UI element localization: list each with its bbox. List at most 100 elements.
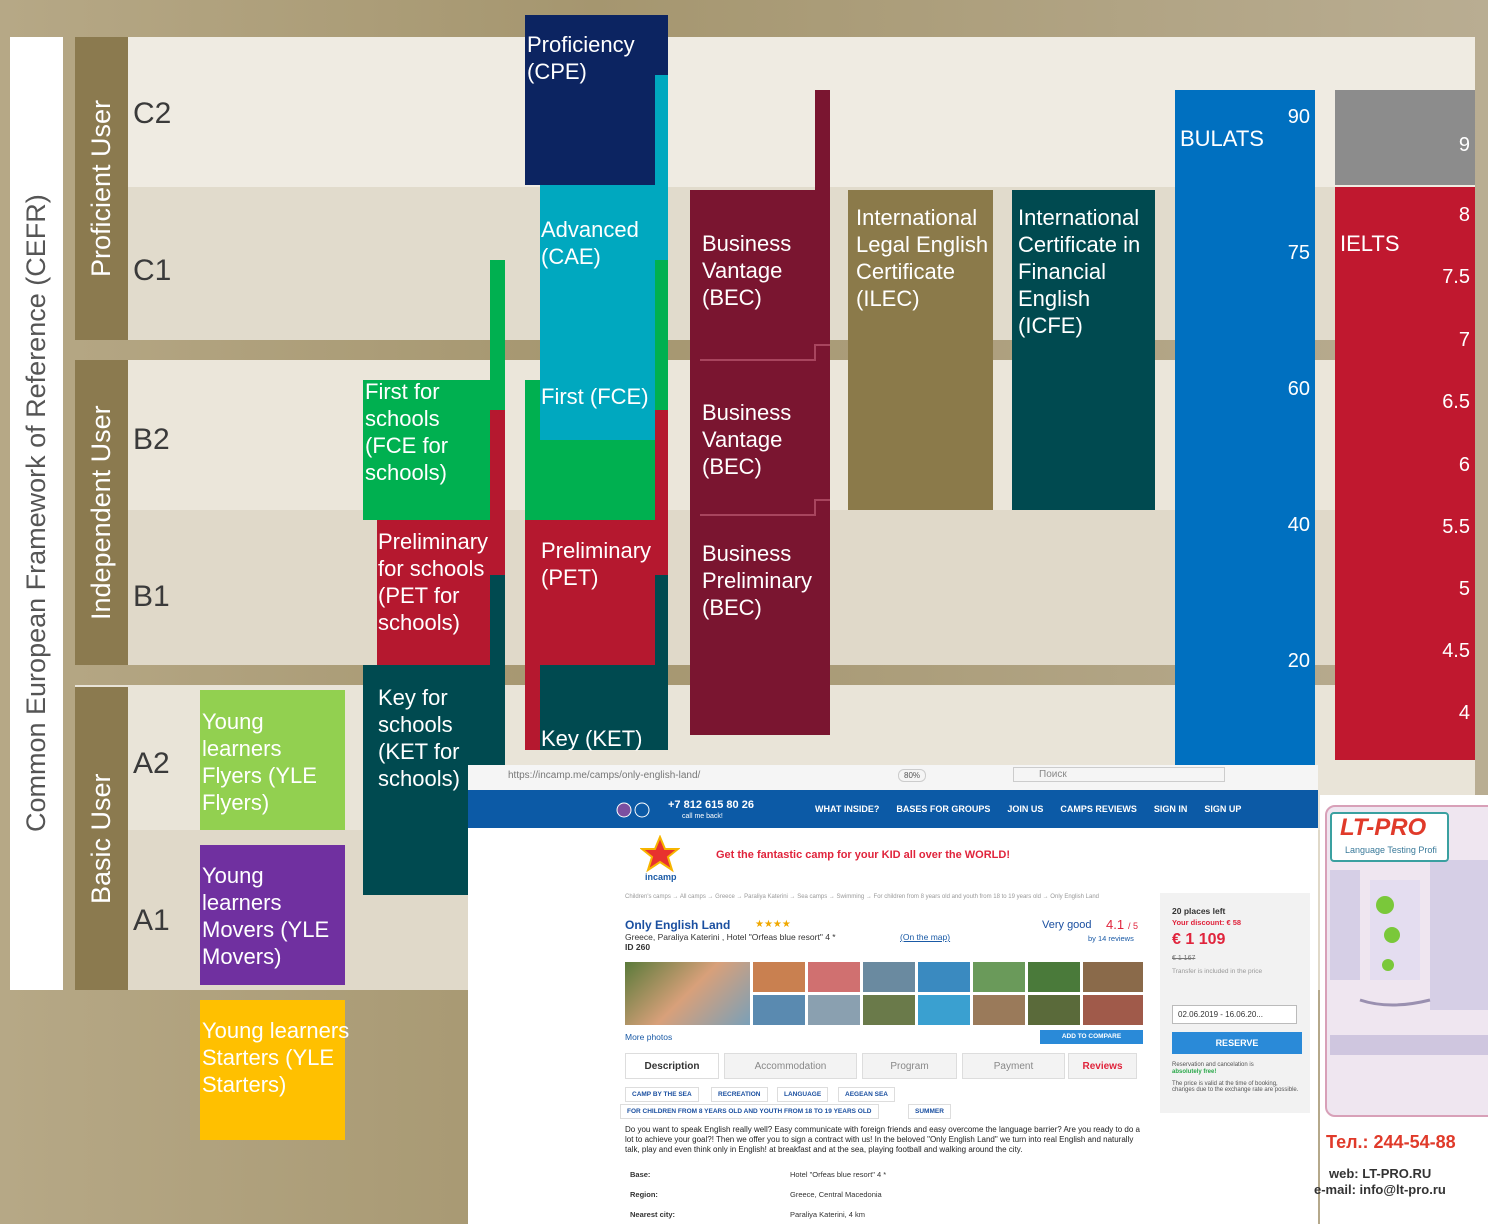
level-label: B1 — [133, 580, 170, 613]
exam-box — [540, 575, 668, 750]
divider — [700, 344, 830, 361]
photo[interactable] — [808, 995, 860, 1025]
url[interactable]: https://incamp.me/camps/only-english-lan… — [508, 770, 701, 781]
more-photos[interactable]: More photos — [625, 1032, 673, 1042]
photo[interactable] — [973, 962, 1025, 992]
exam-label: Proficiency (CPE) — [527, 32, 635, 84]
score-label: 7.5 — [1442, 266, 1470, 288]
ielts-box — [1335, 187, 1475, 760]
transfer-note: Transfer is included in the price — [1172, 968, 1263, 975]
tab[interactable]: Program — [862, 1053, 957, 1079]
photo[interactable] — [863, 962, 915, 992]
cancel-free: absolutely free! — [1172, 1069, 1217, 1075]
tab[interactable]: Payment — [962, 1053, 1065, 1079]
rating-text: Very good — [1042, 919, 1092, 931]
detail-value: Greece, Central Macedonia — [790, 1190, 882, 1199]
tab[interactable]: Accommodation — [724, 1053, 857, 1079]
tag[interactable]: CAMP BY THE SEA — [625, 1087, 699, 1102]
old-price: € 1 167 — [1172, 955, 1196, 962]
phone[interactable]: +7 812 615 80 26 — [668, 799, 754, 811]
level-label: C2 — [133, 97, 172, 130]
score-label: 9 — [1458, 134, 1470, 156]
photo[interactable] — [1083, 962, 1143, 992]
detail-value: Hotel "Orfeas blue resort" 4 * — [790, 1170, 887, 1179]
photo[interactable] — [1028, 962, 1080, 992]
ielts-top-box — [1335, 90, 1475, 185]
exam-box — [200, 690, 345, 830]
exam-box — [363, 260, 505, 520]
nav-item[interactable]: SIGN UP — [1204, 804, 1242, 814]
nav-bar — [468, 790, 1318, 828]
compare-button[interactable]: ADD TO COMPARE — [1040, 1030, 1143, 1044]
nav-item[interactable]: BASES FOR GROUPS — [896, 804, 991, 814]
reserve-button[interactable]: RESERVE — [1172, 1032, 1302, 1054]
photo[interactable] — [1028, 995, 1080, 1025]
description: Do you want to speak English really well… — [625, 1125, 1140, 1154]
score-label: 5 — [1458, 578, 1470, 600]
score-label: 8 — [1458, 204, 1470, 226]
nav-item[interactable]: WHAT INSIDE? — [815, 804, 880, 814]
exam-box — [200, 845, 345, 985]
logo: incamp — [645, 872, 677, 882]
ad-web[interactable]: web: LT-PRO.RU — [1329, 1166, 1432, 1181]
detail-value: Paraliya Katerini, 4 km — [790, 1210, 866, 1219]
tag[interactable]: SUMMER — [908, 1104, 951, 1119]
photo[interactable] — [753, 962, 805, 992]
ad-email[interactable]: e-mail: info@lt-pro.ru — [1314, 1182, 1446, 1197]
exam-box — [525, 15, 668, 185]
tag[interactable]: AEGEAN SEA — [838, 1087, 895, 1102]
exam-box — [1012, 190, 1155, 510]
nav-item[interactable]: CAMPS REVIEWS — [1060, 804, 1137, 814]
nav-item[interactable]: SIGN IN — [1153, 804, 1188, 814]
callback[interactable]: call me back! — [682, 813, 723, 820]
zoom[interactable]: 80% — [898, 769, 927, 782]
breadcrumbs: Children's camps → All camps → Greece → … — [625, 894, 1100, 900]
score-label: 20 — [1287, 650, 1310, 672]
tab[interactable]: Reviews — [1068, 1053, 1137, 1079]
detail-label: Region: — [630, 1190, 658, 1199]
exam-box — [540, 75, 668, 440]
tag[interactable]: LANGUAGE — [777, 1087, 829, 1102]
stars: ★★★★ — [755, 919, 791, 930]
cancel-note: Reservation and cancelation is — [1172, 1062, 1254, 1068]
exam-label: Business Preliminary (BEC) — [702, 541, 813, 620]
price: € 1 109 — [1172, 931, 1226, 948]
exam-box — [690, 90, 830, 735]
exam-label: Young learners Movers (YLE Movers) — [202, 863, 330, 969]
ad-logo-box — [1330, 812, 1449, 862]
level-label: A1 — [133, 904, 170, 937]
dates-select[interactable]: 02.06.2019 - 16.06.20... — [1172, 1005, 1297, 1024]
photo[interactable] — [918, 962, 970, 992]
photo[interactable] — [625, 962, 750, 1025]
photo[interactable] — [808, 962, 860, 992]
discount: Your discount: € 58 — [1172, 918, 1242, 927]
website-screenshot: https://incamp.me/camps/only-english-lan… — [468, 765, 1318, 1224]
nav-menu: WHAT INSIDE? BASES FOR GROUPS JOIN US CA… — [815, 804, 1241, 814]
photo[interactable] — [918, 995, 970, 1025]
exam-label: Preliminary for schools (PET for schools… — [378, 529, 489, 635]
exam-label: First for schools (FCE for schools) — [365, 379, 449, 485]
nav-item[interactable]: JOIN US — [1007, 804, 1044, 814]
exam-label: Key for schools (KET for schools) — [378, 685, 460, 791]
exam-label: Young learners Starters (YLE Starters) — [202, 1018, 350, 1097]
exam-label: Preliminary (PET) — [541, 538, 652, 590]
location: Greece, Paraliya Katerini , Hotel "Orfea… — [625, 932, 836, 942]
photo[interactable] — [973, 995, 1025, 1025]
tag[interactable]: FOR CHILDREN FROM 8 YEARS OLD AND YOUTH … — [620, 1104, 879, 1119]
score-label: 4 — [1458, 702, 1470, 724]
tag[interactable]: RECREATION — [711, 1087, 768, 1102]
exam-box — [848, 190, 993, 510]
slogan: Get the fantastic camp for your KID all … — [716, 849, 1010, 861]
photo[interactable] — [863, 995, 915, 1025]
search-box[interactable]: Поиск — [1013, 767, 1225, 782]
reviews-link[interactable]: by 14 reviews — [1088, 934, 1134, 943]
photo[interactable] — [753, 995, 805, 1025]
photo[interactable] — [1083, 995, 1143, 1025]
score-label: 6 — [1458, 454, 1470, 476]
ad-subtitle: Language Testing Profi — [1345, 845, 1437, 855]
exam-label: International Legal English Certificate … — [856, 205, 989, 311]
tab[interactable]: Description — [625, 1053, 719, 1079]
map-link[interactable]: (On the map) — [900, 932, 951, 942]
rating-max: / 5 — [1128, 921, 1139, 931]
